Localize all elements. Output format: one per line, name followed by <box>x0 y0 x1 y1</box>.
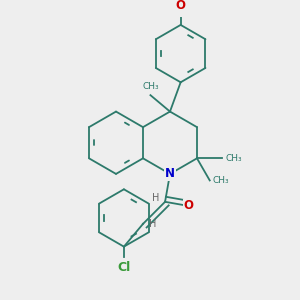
Text: H: H <box>152 193 160 202</box>
Text: CH₃: CH₃ <box>142 82 159 91</box>
Text: H: H <box>149 219 157 229</box>
Text: Cl: Cl <box>117 261 130 274</box>
Text: O: O <box>184 200 194 212</box>
Text: N: N <box>165 167 175 180</box>
Text: O: O <box>176 0 186 12</box>
Text: CH₃: CH₃ <box>225 154 242 163</box>
Text: CH₃: CH₃ <box>213 176 229 185</box>
